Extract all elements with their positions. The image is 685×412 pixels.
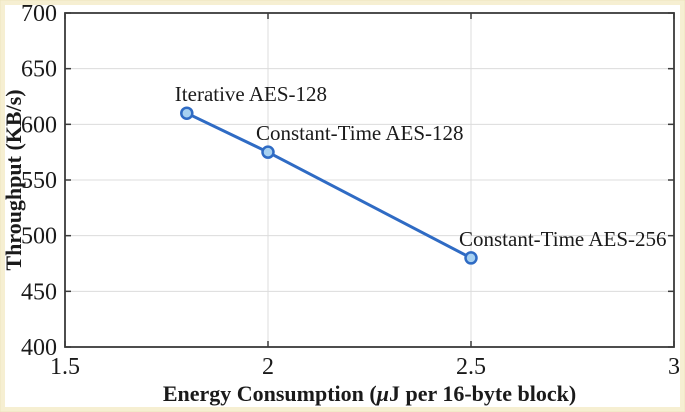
- data-point-marker: [180, 106, 194, 120]
- y-tick-label: 500: [21, 224, 57, 250]
- y-tick-label: 600: [21, 112, 57, 138]
- y-tick-label: 650: [21, 57, 57, 83]
- data-point-label: Constant-Time AES-256: [459, 227, 667, 251]
- x-tick-label: 2: [262, 354, 274, 380]
- data-point-label: Iterative AES-128: [175, 82, 327, 106]
- y-axis-title: Throughput (KB/s): [1, 89, 27, 270]
- x-tick-label: 1.5: [50, 354, 80, 380]
- x-tick-label: 3: [668, 354, 680, 380]
- data-point-marker: [261, 145, 275, 159]
- y-tick-label: 400: [21, 335, 57, 361]
- x-tick-label: 2.5: [456, 354, 486, 380]
- x-axis-title: Energy Consumption (μJ per 16-byte block…: [162, 381, 577, 406]
- data-point-label: Constant-Time AES-128: [256, 121, 464, 145]
- figure-background: [5, 5, 680, 407]
- y-tick-label: 700: [21, 1, 57, 27]
- y-axis-title-text: Throughput (KB/s): [1, 89, 26, 271]
- data-point-marker: [464, 251, 478, 265]
- y-tick-label: 450: [21, 279, 57, 305]
- y-tick-label: 550: [21, 168, 57, 194]
